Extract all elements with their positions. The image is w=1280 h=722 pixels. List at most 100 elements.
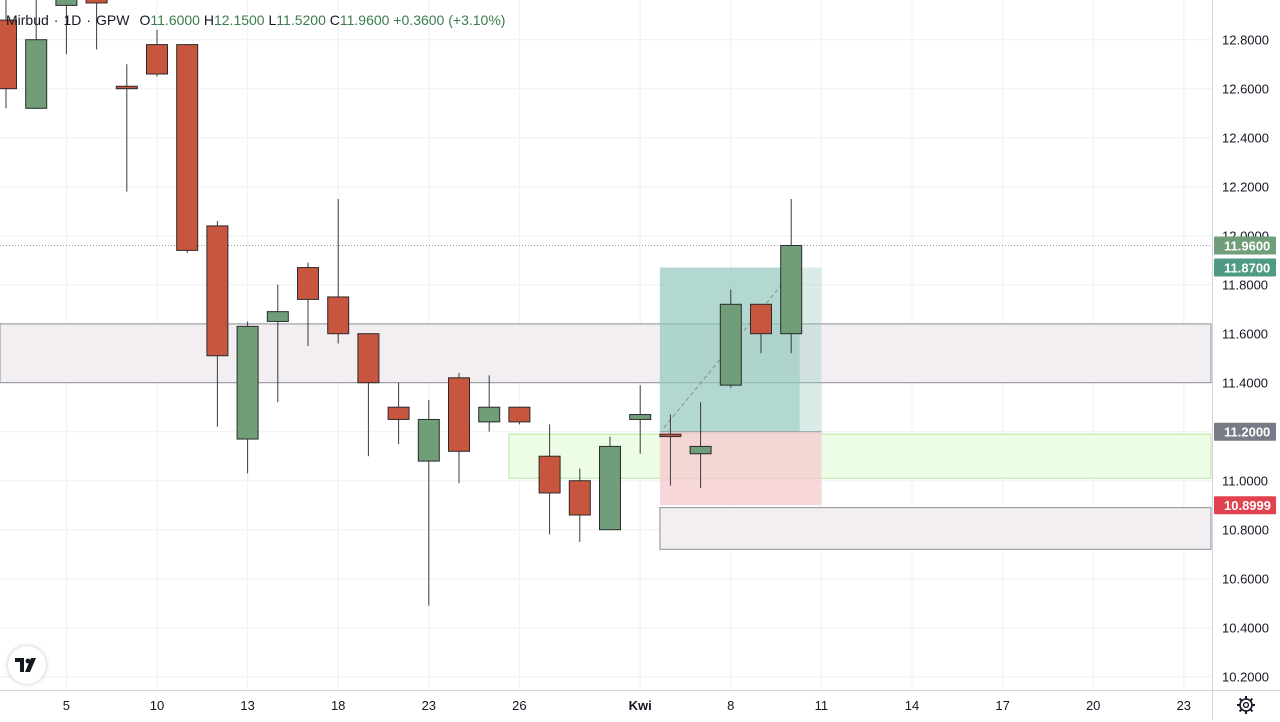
- high-label: H: [203, 12, 214, 28]
- gear-icon[interactable]: [1233, 693, 1259, 717]
- price-tick-label: 10.8000: [1222, 523, 1269, 538]
- candle[interactable]: [206, 221, 229, 427]
- candle[interactable]: [387, 382, 410, 444]
- candle-body: [0, 19, 17, 90]
- price-tick-label: 10.6000: [1222, 572, 1269, 587]
- candle[interactable]: [508, 406, 531, 425]
- resistance-zone[interactable]: [0, 323, 1212, 384]
- legend-ohlc: O11.6000 H12.1500 L11.5200 C11.9600 +0.3…: [140, 12, 506, 28]
- candle[interactable]: [750, 303, 772, 354]
- symbol-legend: Mirbud · 1D · GPW O11.6000 H12.1500 L11.…: [6, 12, 505, 28]
- price-tick-label: 11.8000: [1222, 278, 1268, 293]
- close-value: 11.9600: [339, 12, 390, 28]
- time-tick-label: 8: [727, 698, 734, 713]
- time-tick-label: 18: [331, 698, 345, 713]
- legend-exchange: GPW: [96, 12, 130, 28]
- price-tick-label: 11.4000: [1222, 376, 1268, 391]
- candle[interactable]: [538, 424, 561, 535]
- time-tick-label: 20: [1086, 698, 1100, 713]
- candle[interactable]: [629, 385, 652, 454]
- candle-body: [659, 433, 682, 438]
- candle-body: [448, 377, 470, 452]
- candle[interactable]: [780, 198, 803, 354]
- candle-body: [750, 303, 772, 335]
- candle-body: [115, 85, 138, 90]
- candle[interactable]: [85, 0, 108, 50]
- candle[interactable]: [55, 0, 78, 55]
- low-label: L: [268, 12, 277, 28]
- tradingview-logo-icon[interactable]: [8, 646, 46, 684]
- candle-body: [55, 0, 78, 6]
- price-tick-label: 12.6000: [1222, 82, 1269, 97]
- price-badge-text: 11.2000: [1224, 425, 1270, 440]
- price-badge-bg: [1214, 422, 1276, 441]
- price-tick-label: 12.8000: [1222, 33, 1269, 48]
- candle[interactable]: [719, 289, 742, 388]
- candles: [0, 0, 803, 606]
- legend-interval[interactable]: 1D: [63, 12, 82, 28]
- time-tick-label: 5: [63, 698, 70, 713]
- candle-body: [689, 445, 712, 455]
- candle-body: [387, 406, 410, 420]
- open-label: O: [139, 12, 151, 28]
- candle-body: [478, 406, 501, 423]
- price-tick-label: 11.0000: [1222, 474, 1268, 489]
- price-tick-label: 12.2000: [1222, 180, 1269, 195]
- price-badge-text: 11.9600: [1224, 239, 1270, 254]
- time-axis[interactable]: [0, 690, 1212, 720]
- time-tick-label: 26: [512, 698, 526, 713]
- high-value: 12.1500: [213, 12, 265, 28]
- support-zone-green[interactable]: [508, 433, 1212, 479]
- candle-body: [297, 267, 319, 300]
- time-tick-label: 17: [995, 698, 1009, 713]
- candle[interactable]: [417, 399, 440, 606]
- candle-body: [568, 480, 591, 516]
- candle-body: [206, 225, 229, 357]
- time-tick-label: 23: [1177, 698, 1191, 713]
- support-zone[interactable]: [659, 507, 1212, 550]
- price-badge-bg: [1214, 496, 1276, 515]
- zones: [0, 323, 1212, 550]
- low-value: 11.5200: [276, 12, 326, 28]
- time-tick-label: Kwi: [629, 698, 652, 713]
- candle-body: [236, 325, 259, 440]
- close-label: C: [329, 12, 340, 28]
- candle[interactable]: [146, 29, 168, 77]
- candle[interactable]: [357, 333, 380, 457]
- time-tick-label: 10: [150, 698, 164, 713]
- candle[interactable]: [115, 64, 138, 192]
- candle[interactable]: [599, 436, 621, 531]
- price-labels: 11.9600 11.8700 11.2000 10.8999: [1214, 236, 1276, 515]
- candle[interactable]: [448, 372, 470, 484]
- candle-body: [417, 418, 440, 462]
- time-tick-label: 11: [815, 698, 829, 713]
- candle[interactable]: [176, 44, 199, 253]
- candle[interactable]: [659, 414, 682, 486]
- legend-symbol[interactable]: Mirbud: [6, 12, 49, 28]
- price-badge-text: 11.8700: [1224, 261, 1270, 276]
- candle[interactable]: [0, 0, 17, 109]
- price-tick-label: 10.4000: [1222, 621, 1269, 636]
- time-tick-label: 13: [240, 698, 254, 713]
- candle[interactable]: [266, 284, 289, 403]
- open-value: 11.6000: [150, 12, 200, 28]
- candle-body: [25, 39, 48, 109]
- candle[interactable]: [25, 0, 48, 109]
- price-tick-label: 11.6000: [1222, 327, 1268, 342]
- candle[interactable]: [236, 321, 259, 474]
- candle-body: [266, 311, 289, 322]
- candle-body: [357, 333, 380, 384]
- legend-sep: ·: [53, 12, 59, 28]
- candle[interactable]: [327, 198, 350, 344]
- candle[interactable]: [297, 262, 319, 346]
- candle[interactable]: [689, 402, 712, 489]
- price-axis[interactable]: [1212, 0, 1280, 720]
- candle-body: [146, 44, 168, 75]
- price-badge-text: 10.8999: [1224, 498, 1271, 513]
- candle[interactable]: [478, 375, 501, 432]
- candle[interactable]: [568, 468, 591, 542]
- price-axis-badge: 11.2000: [1214, 422, 1276, 441]
- stop-zone[interactable]: [659, 431, 822, 506]
